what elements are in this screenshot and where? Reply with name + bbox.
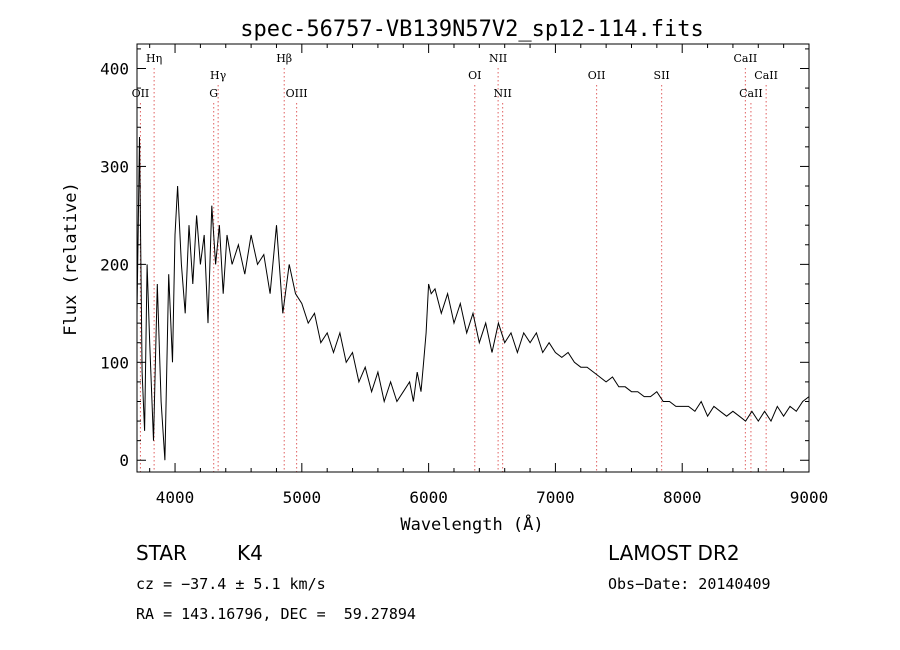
x-tick-label: 8000: [663, 488, 702, 507]
spectral-line-label: CaII: [734, 52, 758, 65]
y-tick-label: 400: [100, 59, 129, 78]
spectral-line-label: OI: [468, 69, 481, 82]
spectral-line-label: Hβ: [276, 52, 292, 65]
spectral-line-label: NII: [489, 52, 507, 65]
chart-title: spec-56757-VB139N57V2_sp12-114.fits: [240, 17, 704, 42]
spectral-line-label: G: [209, 87, 218, 100]
spectral-subclass: K4: [237, 541, 263, 565]
y-tick-label: 100: [100, 353, 129, 372]
spectral-line-label: CaII: [754, 69, 778, 82]
x-tick-label: 6000: [409, 488, 448, 507]
spectrum-line: [136, 136, 810, 461]
x-tick-label: 7000: [536, 488, 575, 507]
y-axis-label: Flux (relative): [61, 182, 81, 336]
object-class: STAR: [136, 541, 187, 565]
survey-name: LAMOST DR2: [608, 541, 740, 565]
redshift-velocity: cz = −37.4 ± 5.1 km/s: [136, 575, 326, 593]
spectral-line-label: Hγ: [210, 69, 227, 82]
spectral-line-markers: OII Hη Hγ G Hβ OIII OI NII NII OII SII CaII CaII CaII: [132, 52, 778, 472]
x-tick-label: 5000: [283, 488, 322, 507]
x-tick-label: 9000: [790, 488, 829, 507]
x-axis-ticks: 4000 5000 6000 7000 8000 9000: [149, 44, 829, 507]
observation-date: Obs−Date: 20140409: [608, 575, 771, 593]
y-tick-label: 200: [100, 255, 129, 274]
spectral-line-label: OII: [132, 87, 150, 100]
coordinates: RA = 143.16796, DEC = 59.27894: [136, 605, 416, 623]
y-tick-label: 300: [100, 157, 129, 176]
spectral-line-label: CaII: [739, 87, 763, 100]
y-tick-label: 0: [119, 451, 129, 470]
x-tick-label: 4000: [156, 488, 195, 507]
spectral-line-label: SII: [654, 69, 670, 82]
spectral-line-label: OII: [588, 69, 606, 82]
plot-frame: [136, 43, 810, 473]
y-axis-ticks: 0 100 200 300 400: [100, 48, 809, 470]
spectral-line-label: NII: [494, 87, 512, 100]
spectral-line-label: Hη: [146, 52, 162, 65]
spectral-line-label: OIII: [286, 87, 308, 100]
x-axis-label: Wavelength (Å): [400, 513, 543, 535]
